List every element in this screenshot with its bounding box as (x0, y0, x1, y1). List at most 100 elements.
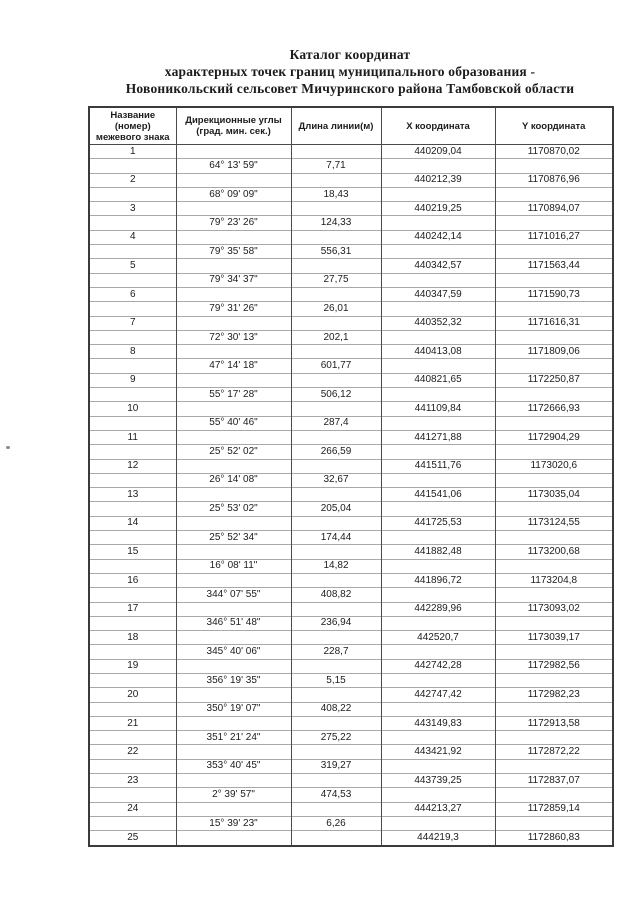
cell-line-length: 18,43 (290, 186, 382, 202)
segment-row: 353° 40' 45" 319,27 (88, 758, 614, 774)
cell-y-coordinate (494, 644, 614, 660)
cell-direction-angle: 68° 09' 09" (175, 186, 292, 202)
cell-direction-angle (175, 429, 292, 445)
cell-point-number: 9 (88, 372, 177, 388)
segment-row: 344° 07' 55" 408,82 (88, 587, 614, 602)
point-row: 24 444213,27 1172859,14 (88, 801, 614, 817)
cell-direction-angle: 356° 19' 35" (175, 672, 292, 688)
header-line: Дирекционные углы (185, 115, 282, 126)
cell-x-coordinate (380, 815, 496, 831)
cell-direction-angle: 350° 19' 07" (175, 701, 292, 717)
cell-direction-angle (175, 344, 292, 359)
cell-x-coordinate (380, 672, 496, 688)
point-row: 25 444219,3 1172860,83 (88, 830, 614, 846)
cell-line-length (290, 515, 382, 531)
point-row: 20 442747,42 1172982,23 (88, 687, 614, 703)
point-row: 8 440413,08 1171809,06 (88, 344, 614, 359)
cell-y-coordinate (494, 329, 614, 345)
point-row: 2 440212,39 1170876,96 (88, 172, 614, 188)
cell-line-length: 5,15 (290, 672, 382, 688)
cell-line-length: 319,27 (290, 758, 382, 774)
cell-x-coordinate (380, 558, 496, 574)
cell-y-coordinate: 1172872,22 (494, 744, 614, 760)
cell-point-number: 20 (88, 687, 177, 703)
cell-direction-angle (175, 687, 292, 703)
cell-point-number (88, 558, 177, 574)
segment-row: 345° 40' 06" 228,7 (88, 644, 614, 660)
point-row: 4 440242,14 1171016,27 (88, 229, 614, 245)
segment-row: 346° 51' 48" 236,94 (88, 615, 614, 631)
cell-point-number (88, 301, 177, 317)
cell-line-length (290, 372, 382, 388)
title-line-3: Новоникольский сельсовет Мичуринского ра… (125, 81, 575, 96)
cell-x-coordinate: 440219,25 (380, 201, 496, 216)
cell-line-length: 26,01 (290, 301, 382, 317)
cell-point-number: 6 (88, 286, 177, 302)
cell-x-coordinate: 440347,59 (380, 286, 496, 302)
point-row: 18 442520,7 1173039,17 (88, 630, 614, 645)
cell-direction-angle (175, 229, 292, 245)
cell-line-length: 6,26 (290, 815, 382, 831)
cell-direction-angle (175, 315, 292, 331)
cell-direction-angle: 55° 40' 46" (175, 415, 292, 431)
cell-point-number (88, 186, 177, 202)
cell-point-number: 25 (88, 830, 177, 846)
header-line: межевого знака (95, 131, 170, 143)
cell-line-length: 556,31 (290, 244, 382, 259)
cell-line-length (290, 143, 382, 159)
point-row: 10 441109,84 1172666,93 (88, 401, 614, 417)
cell-line-length (290, 401, 382, 417)
header-line-length: Длина линии(м) (290, 106, 382, 145)
cell-x-coordinate (380, 730, 496, 745)
cell-direction-angle: 79° 34' 37" (175, 272, 292, 288)
cell-x-coordinate: 442289,96 (380, 601, 496, 617)
cell-line-length (290, 744, 382, 760)
cell-x-coordinate: 440342,57 (380, 258, 496, 274)
cell-direction-angle (175, 372, 292, 388)
cell-point-number (88, 415, 177, 431)
point-row: 1 440209,04 1170870,02 (88, 143, 614, 159)
cell-direction-angle (175, 258, 292, 274)
cell-line-length: 266,59 (290, 444, 382, 460)
cell-x-coordinate: 444213,27 (380, 801, 496, 817)
cell-y-coordinate (494, 615, 614, 631)
header-line: Название (110, 109, 156, 121)
segment-row: 26° 14' 08" 32,67 (88, 472, 614, 488)
cell-line-length: 408,82 (290, 587, 382, 602)
cell-direction-angle: 64° 13' 59" (175, 158, 292, 174)
cell-line-length: 474,53 (290, 787, 382, 803)
cell-point-number (88, 787, 177, 803)
cell-y-coordinate (494, 672, 614, 688)
segment-row: 25° 52' 34" 174,44 (88, 530, 614, 545)
cell-x-coordinate: 442747,42 (380, 687, 496, 703)
coordinates-table: Название (номер) межевого знака Дирекцио… (88, 106, 614, 847)
cell-point-number: 12 (88, 458, 177, 474)
cell-line-length: 205,04 (290, 501, 382, 517)
cell-direction-angle: 26° 14' 08" (175, 472, 292, 488)
cell-x-coordinate: 441511,76 (380, 458, 496, 474)
cell-point-number: 16 (88, 572, 177, 588)
segment-row: 25° 52' 02" 266,59 (88, 444, 614, 460)
segment-row: 47° 14' 18" 601,77 (88, 358, 614, 374)
cell-line-length: 174,44 (290, 530, 382, 545)
cell-x-coordinate (380, 329, 496, 345)
point-row: 6 440347,59 1171590,73 (88, 286, 614, 302)
cell-x-coordinate (380, 615, 496, 631)
cell-x-coordinate (380, 530, 496, 545)
segment-row: 79° 23' 26" 124,33 (88, 215, 614, 231)
cell-line-length: 506,12 (290, 387, 382, 402)
cell-point-number (88, 329, 177, 345)
cell-point-number (88, 387, 177, 402)
cell-x-coordinate: 440821,65 (380, 372, 496, 388)
point-row: 13 441541,06 1173035,04 (88, 487, 614, 502)
document-content: Каталог координат характерных точек гран… (88, 47, 614, 847)
cell-y-coordinate (494, 472, 614, 488)
cell-y-coordinate (494, 558, 614, 574)
cell-y-coordinate: 1173035,04 (494, 487, 614, 502)
segment-row: 55° 40' 46" 287,4 (88, 415, 614, 431)
cell-line-length: 32,67 (290, 472, 382, 488)
cell-y-coordinate: 1172982,23 (494, 687, 614, 703)
cell-point-number: 3 (88, 201, 177, 216)
cell-line-length: 408,22 (290, 701, 382, 717)
cell-y-coordinate: 1172913,58 (494, 715, 614, 731)
